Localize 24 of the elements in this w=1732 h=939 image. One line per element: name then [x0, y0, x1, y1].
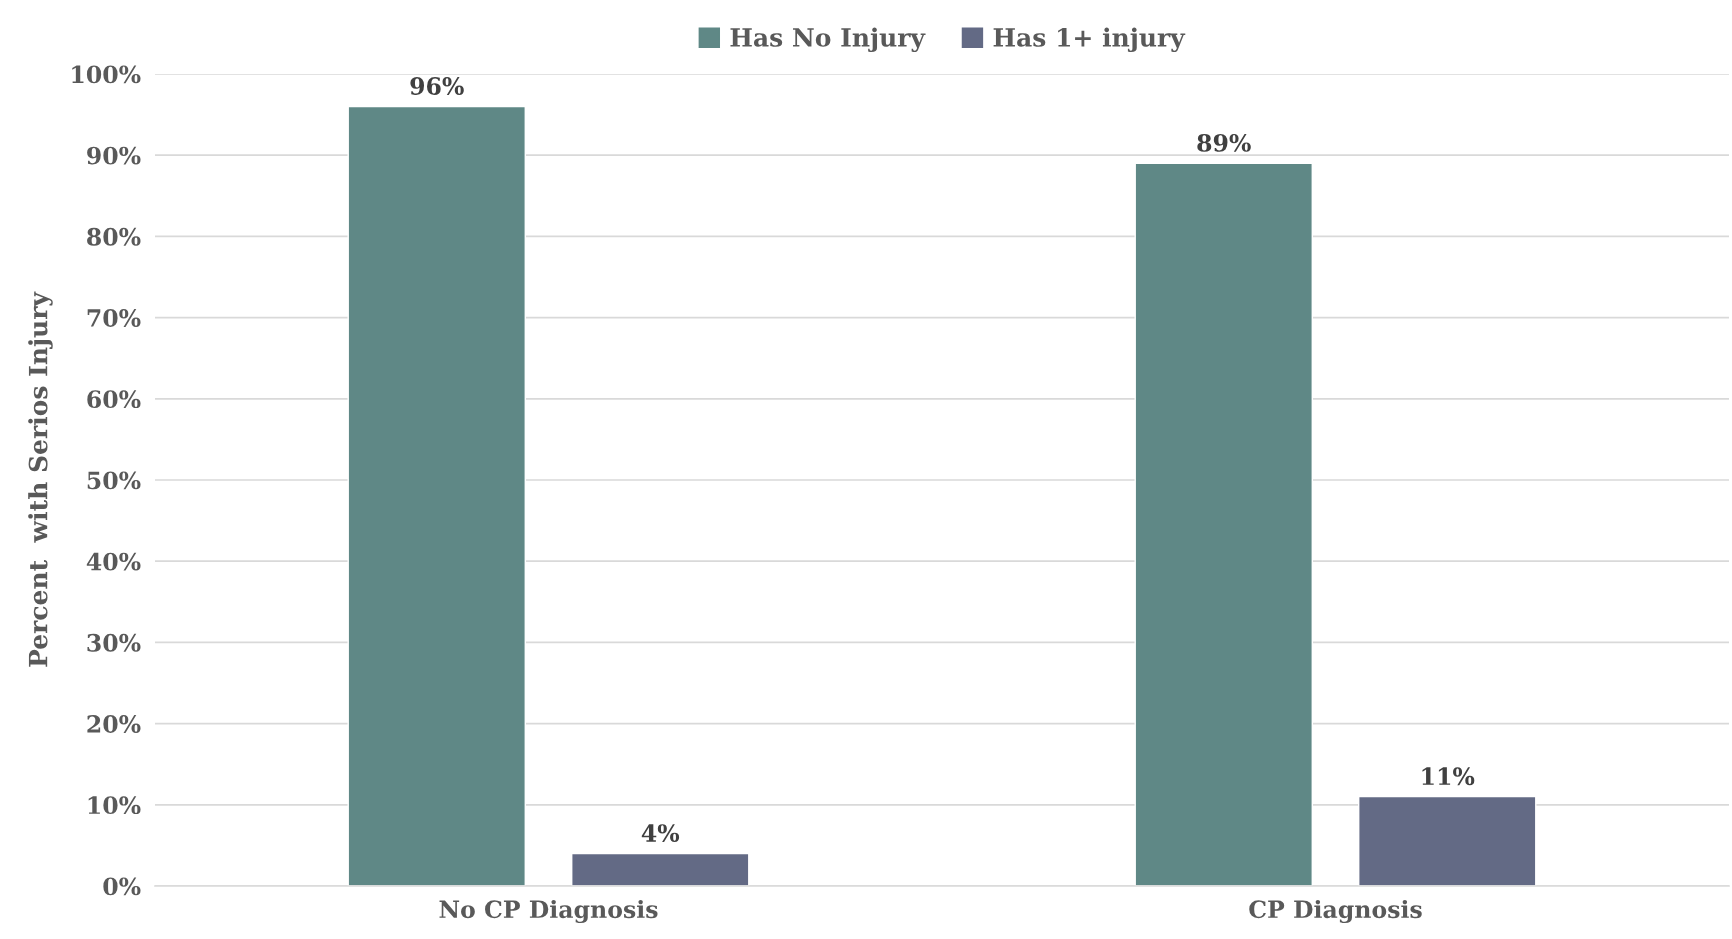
y-tick-label: 100% [72, 65, 141, 84]
y-tick-label: 10% [88, 796, 141, 815]
y-tick-label: 60% [87, 390, 141, 409]
data-label: 96% [410, 77, 464, 95]
data-label: 11% [1422, 767, 1475, 786]
y-tick-label: 90% [87, 146, 141, 165]
legend-label: Has 1+ injury [993, 27, 1186, 53]
legend-label: Has No Injury [730, 27, 926, 53]
y-tick-label: 70% [87, 309, 141, 327]
y-tick-label: 50% [87, 471, 141, 490]
x-tick-label: CP Diagnosis [1249, 899, 1422, 924]
y-tick-label: 0% [103, 877, 141, 896]
y-tick-label: 80% [87, 227, 141, 246]
y-tick-label: 20% [87, 715, 141, 733]
bar [1134, 162, 1313, 886]
y-tick-label: 40% [86, 552, 141, 571]
y-tick-label: 30% [87, 633, 141, 652]
y-axis-title: Percent with Serios Injury [28, 291, 53, 667]
x-tick-label: No CP Diagnosis [439, 899, 658, 924]
bar [571, 852, 750, 886]
data-label: 89% [1197, 133, 1251, 152]
data-label: 4% [641, 824, 680, 842]
bar [347, 105, 526, 886]
bar [1358, 795, 1537, 886]
